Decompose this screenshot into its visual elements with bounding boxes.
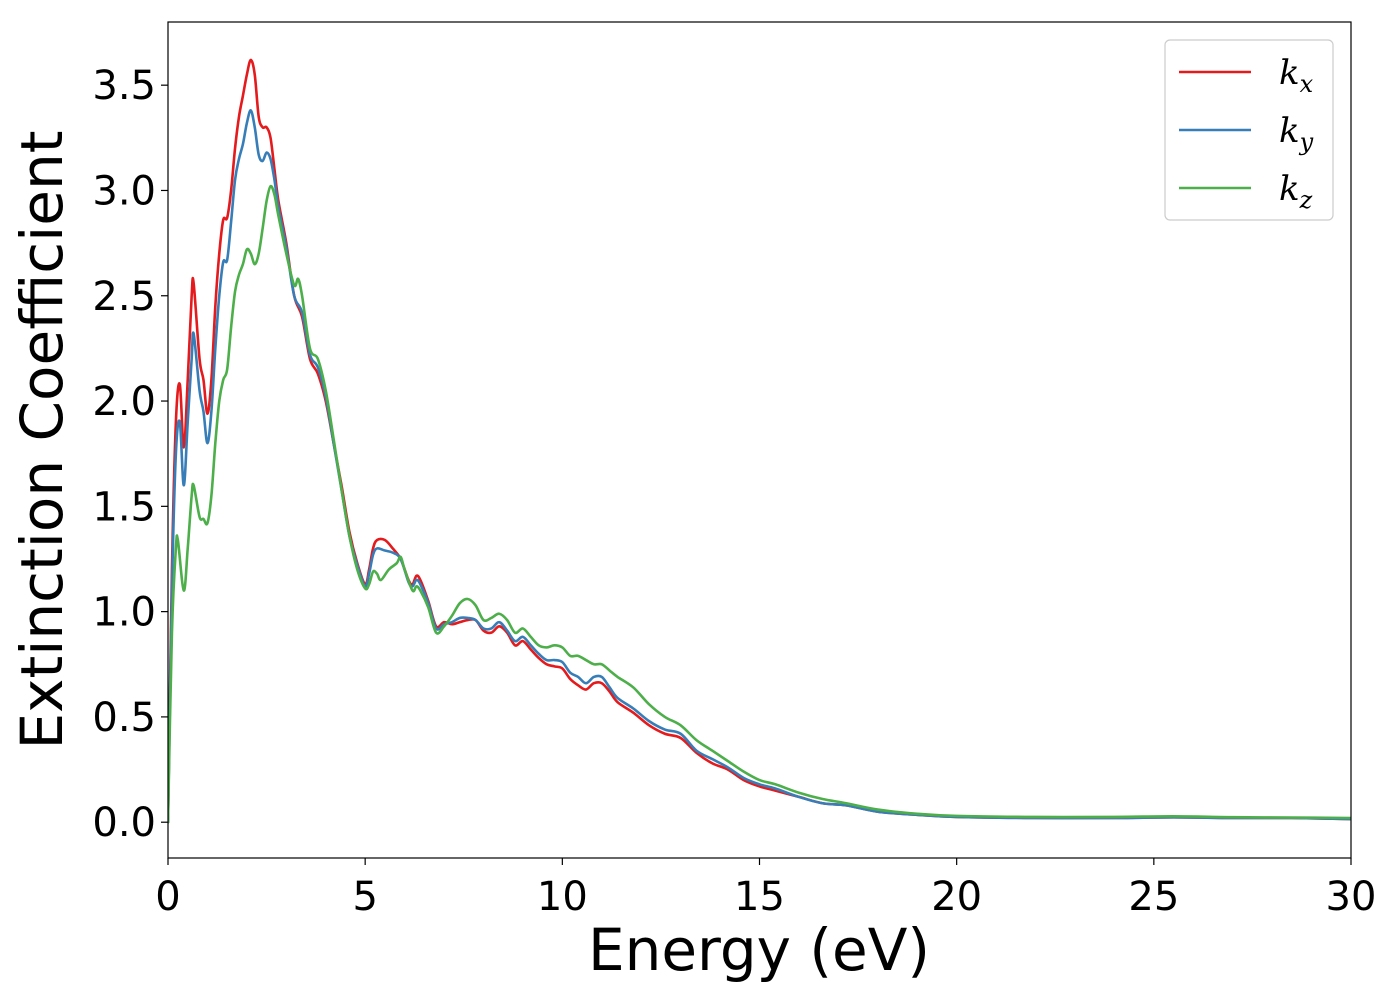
legend-label-y: ky <box>1279 111 1314 156</box>
y-axis: 0.0 0.5 1.0 1.5 2.0 2.5 3.0 3.5 <box>92 63 168 846</box>
y-tick-label: 1.5 <box>92 484 156 530</box>
x-tick-label: 0 <box>155 874 180 920</box>
y-tick-label: 3.0 <box>92 168 156 214</box>
x-tick-label: 30 <box>1326 874 1377 920</box>
y-tick-label: 2.5 <box>92 274 156 320</box>
x-tick-label: 5 <box>352 874 377 920</box>
y-tick-label: 1.0 <box>92 590 156 636</box>
y-tick-label: 3.5 <box>92 63 156 109</box>
y-tick-label: 0.0 <box>92 800 156 846</box>
series-layer <box>168 58 1351 824</box>
x-tick-label: 15 <box>734 874 785 920</box>
series-line-z <box>168 184 1351 824</box>
x-tick-label: 10 <box>537 874 588 920</box>
legend-label-z: kz <box>1279 169 1313 214</box>
y-tick-label: 2.0 <box>92 379 156 425</box>
y-tick-label: 0.5 <box>92 695 156 741</box>
legend-label-subscript: z <box>1299 186 1313 214</box>
y-axis-title: Extinction Coefficient <box>8 131 76 750</box>
legend-label-base: k <box>1279 169 1300 209</box>
x-tick-label: 20 <box>931 874 982 920</box>
legend-label-base: k <box>1279 111 1300 151</box>
legend-label-x: kx <box>1279 53 1314 98</box>
legend-label-subscript: x <box>1300 70 1314 98</box>
legend-label-base: k <box>1279 53 1300 93</box>
x-axis-title: Energy (eV) <box>588 916 930 984</box>
x-tick-label: 25 <box>1128 874 1179 920</box>
series-line-y <box>168 109 1351 824</box>
x-axis: 0 5 10 15 20 25 30 <box>155 858 1376 920</box>
legend-label-subscript: y <box>1299 128 1314 156</box>
